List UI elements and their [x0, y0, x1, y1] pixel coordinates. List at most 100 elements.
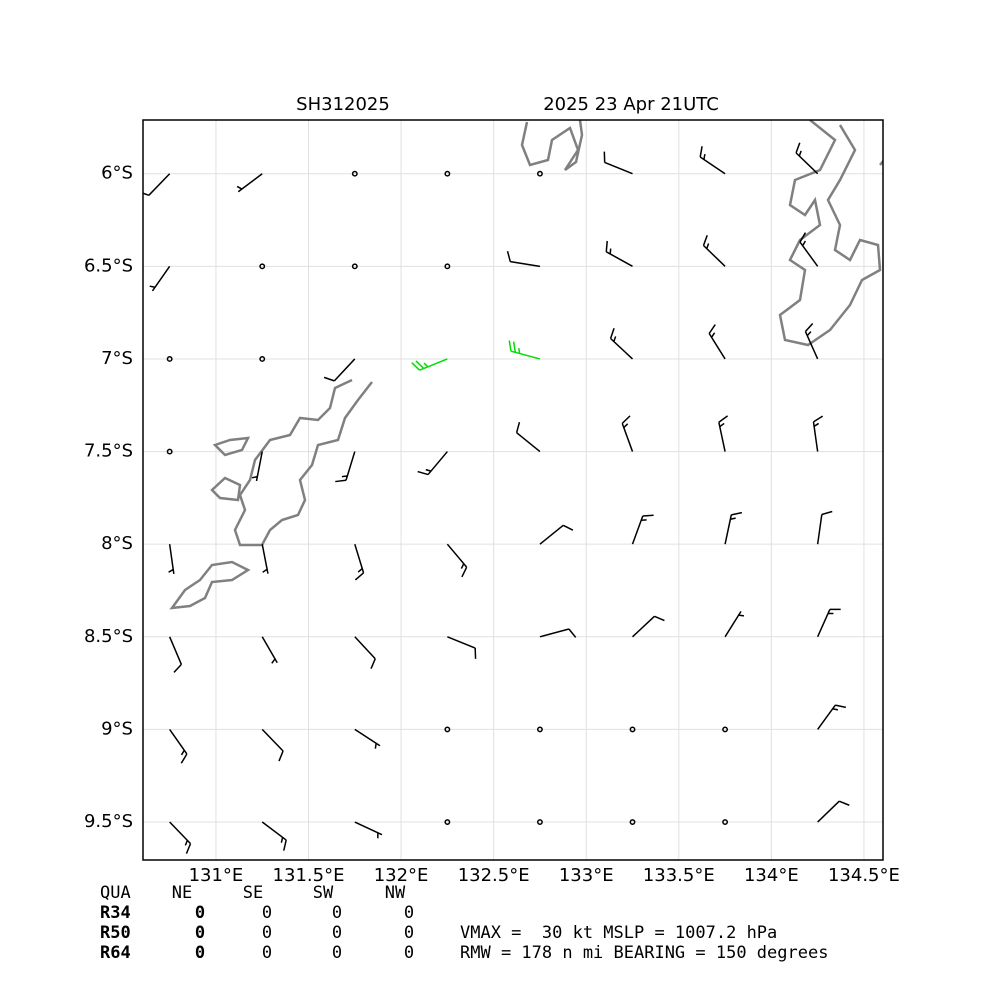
x-tick-label: 132.5°E [458, 865, 530, 886]
barb-staff [261, 728, 284, 752]
calm-circle [259, 263, 266, 270]
calm-circle [259, 355, 266, 362]
wind-barb [444, 726, 451, 733]
wind-barb [804, 322, 819, 360]
barb-feather [642, 514, 654, 517]
y-tick-label: 8.5°S [84, 626, 133, 647]
table-header: NW [385, 883, 406, 903]
barb-feather [411, 362, 421, 371]
y-tick-label: 7.5°S [84, 441, 133, 462]
table-cell: 0 [262, 903, 272, 923]
barb-feather [813, 422, 820, 427]
wind-barb [621, 415, 634, 452]
barb-feather [357, 567, 363, 573]
barb-feather [417, 470, 429, 476]
table-cell: 0 [332, 903, 342, 923]
barb-staff [255, 451, 263, 482]
table-cell: 0 [195, 923, 205, 943]
x-tick-label: 131.5°E [273, 865, 345, 886]
barb-staff [261, 636, 278, 664]
wind-barb [515, 422, 541, 453]
wind-barb [251, 451, 263, 482]
barb-staff [354, 636, 376, 660]
barb-feather [738, 614, 745, 617]
calm-circle [629, 726, 636, 733]
wind-barb [536, 726, 543, 733]
calm-circle [444, 819, 451, 825]
wind-barb [609, 328, 634, 360]
wind-barb [354, 636, 376, 669]
wind-barb [536, 819, 543, 825]
barb-staff [610, 337, 634, 360]
barb-feather [278, 750, 284, 762]
barb-feather [562, 524, 574, 531]
barb-staff [605, 251, 633, 267]
barb-staff [419, 358, 448, 371]
calm-circle [166, 355, 173, 362]
coastlines [169, 120, 883, 610]
wind-barb [351, 263, 358, 270]
barb-staff [169, 728, 188, 755]
wind-barb [354, 821, 383, 839]
wind-barb [261, 636, 278, 664]
coastline [778, 120, 882, 347]
table-header: NE [172, 883, 192, 903]
barb-feather [335, 479, 347, 483]
coastline [210, 476, 242, 502]
wind-barb [817, 800, 850, 823]
wind-barb [236, 173, 263, 193]
wind-barb [354, 728, 381, 749]
barb-staff [510, 350, 541, 360]
barb-staff [345, 451, 356, 481]
wind-barb [166, 448, 173, 455]
wind-barb [259, 355, 266, 362]
barb-staff [510, 260, 541, 268]
barb-staff [718, 422, 726, 452]
barb-feather [703, 153, 706, 160]
barb-feather [730, 517, 736, 520]
wind-barb [702, 235, 726, 267]
y-tick-label: 9°S [101, 718, 133, 739]
barb-feather [461, 566, 468, 578]
barb-staff [724, 514, 733, 545]
plot-frame [142, 119, 884, 861]
table-cell: 0 [404, 903, 414, 923]
wind-barb [444, 170, 451, 177]
wind-barb [508, 340, 541, 360]
calm-circle [722, 819, 729, 825]
calm-circle [351, 263, 358, 270]
barb-feather [323, 376, 335, 382]
barb-staff [631, 515, 644, 545]
barb-staff [539, 628, 570, 638]
table-cell: 0 [404, 923, 414, 943]
calm-circle [536, 170, 543, 177]
wind-barb [631, 615, 665, 638]
barb-feather [609, 328, 615, 339]
y-tick-label: 6°S [101, 163, 133, 184]
wind-barb [708, 324, 726, 360]
wind-barb [335, 451, 356, 483]
barb-staff [333, 358, 356, 382]
x-tick-label: 134°E [744, 865, 799, 886]
table-header: QUA [100, 883, 131, 903]
wind-barb [799, 232, 819, 267]
barb-feather [568, 628, 577, 638]
barb-staff [447, 636, 476, 649]
wind-barb [629, 819, 636, 825]
barb-feather [425, 468, 432, 472]
barb-feather [605, 240, 608, 252]
barb-feather [613, 336, 617, 342]
y-tick-label: 7°S [101, 348, 133, 369]
barb-staff [237, 173, 263, 193]
y-tick-label: 8°S [101, 533, 133, 554]
annotation: VMAX = 30 kt MSLP = 1007.2 hPa [460, 923, 777, 943]
barb-feather [506, 250, 512, 262]
wind-barb [629, 726, 636, 733]
calm-circle [351, 170, 358, 177]
table-cell: 0 [404, 943, 414, 963]
barb-staff [799, 241, 819, 267]
barb-feather [262, 568, 268, 573]
calm-circle [536, 819, 543, 825]
y-tick-label: 6.5°S [84, 255, 133, 276]
